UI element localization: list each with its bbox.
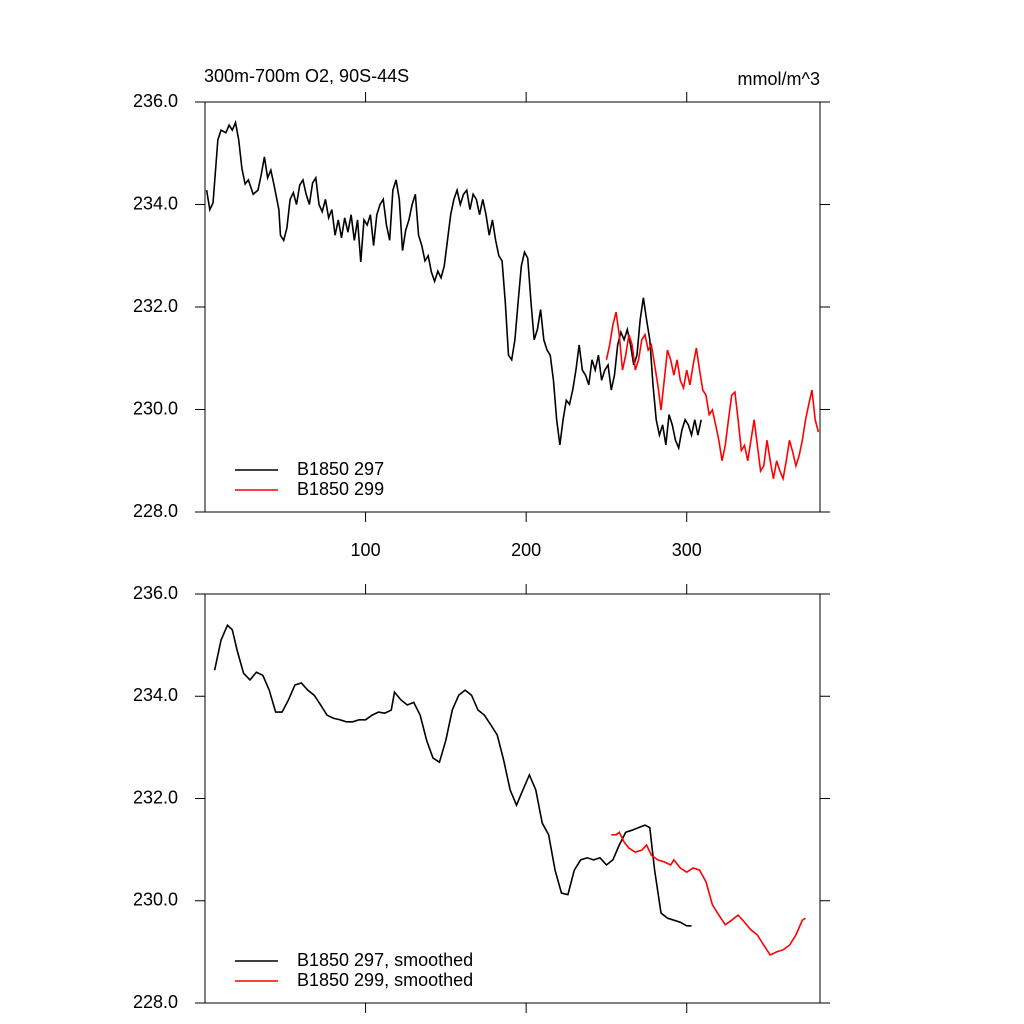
- chart-title: 300m-700m O2, 90S-44S: [204, 66, 409, 86]
- legend-label: B1850 299: [297, 479, 384, 499]
- y-tick-label: 236.0: [133, 583, 178, 603]
- x-tick-label: 100: [351, 540, 381, 560]
- data-line: [205, 119, 702, 451]
- legend-label: B1850 299, smoothed: [297, 970, 473, 990]
- y-tick-label: 234.0: [133, 685, 178, 705]
- plot-frame: [204, 593, 821, 1004]
- plot-frame: [204, 101, 821, 513]
- y-tick-label: 228.0: [133, 501, 178, 521]
- data-line: [611, 830, 806, 956]
- y-tick-label: 232.0: [133, 787, 178, 807]
- data-line: [213, 623, 692, 927]
- x-tick-label: 300: [672, 540, 702, 560]
- y-tick-label: 230.0: [133, 890, 178, 910]
- y-tick-label: 228.0: [133, 992, 178, 1012]
- y-tick-label: 234.0: [133, 193, 178, 213]
- units-label: mmol/m^3: [738, 69, 820, 89]
- legend-label: B1850 297: [297, 459, 384, 479]
- legend-label: B1850 297, smoothed: [297, 950, 473, 970]
- data-line: [605, 311, 820, 482]
- y-tick-label: 236.0: [133, 91, 178, 111]
- y-tick-label: 232.0: [133, 296, 178, 316]
- y-tick-label: 230.0: [133, 398, 178, 418]
- x-tick-label: 200: [511, 540, 541, 560]
